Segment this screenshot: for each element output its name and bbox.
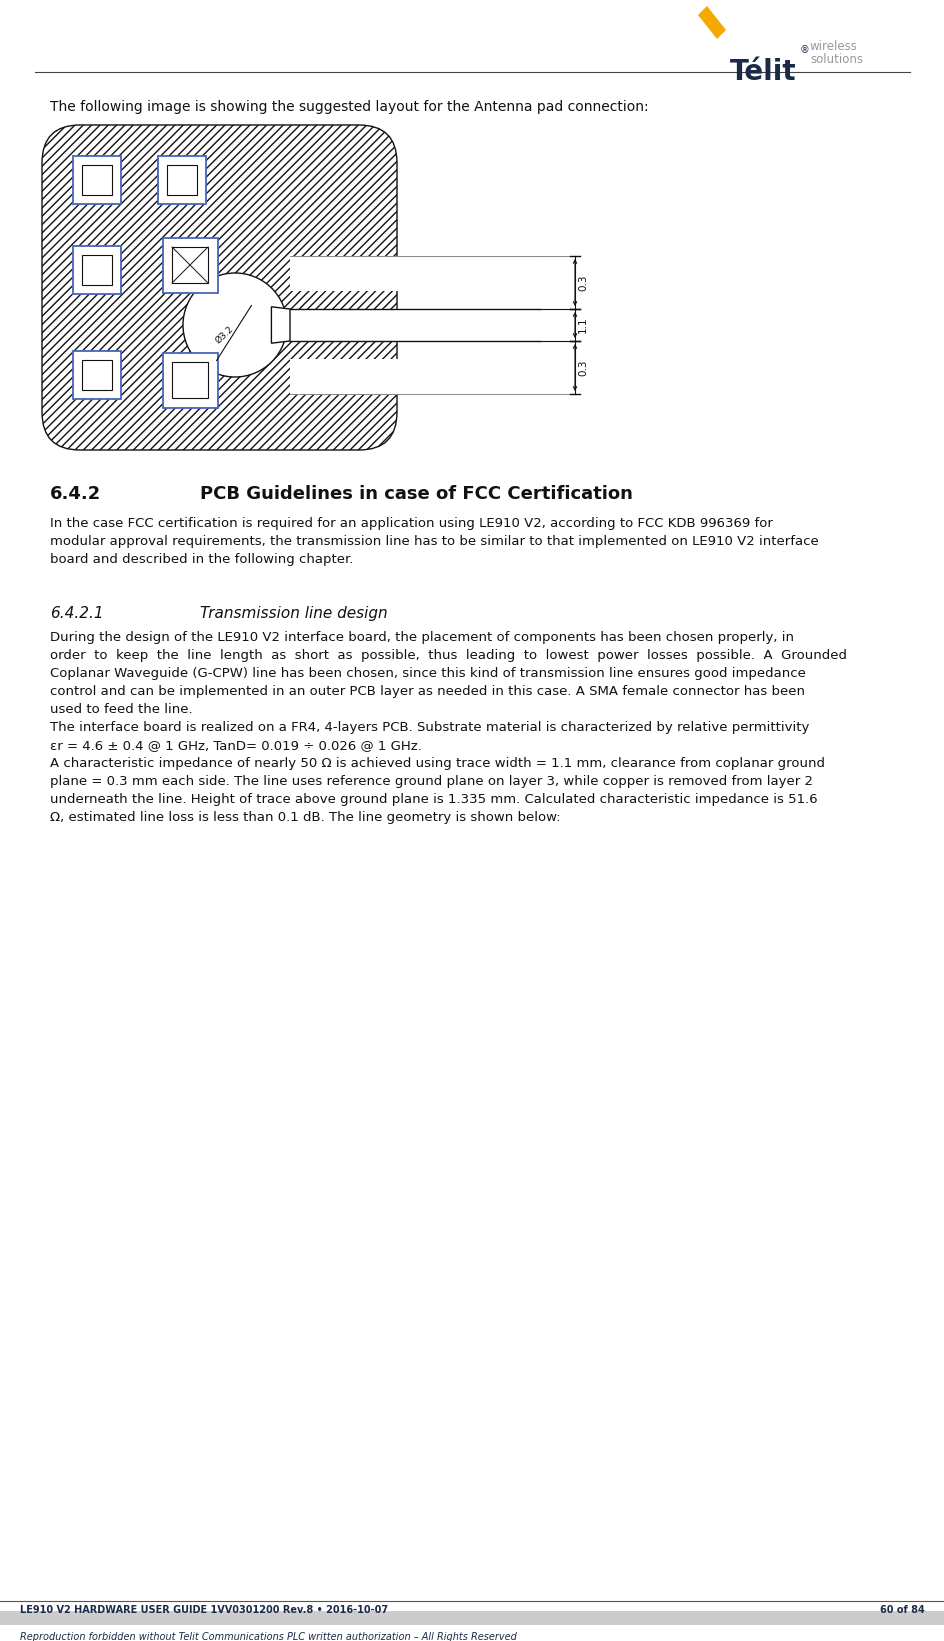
Bar	[158, 156, 206, 203]
Polygon shape	[698, 7, 725, 39]
Bar	[73, 351, 121, 399]
Bar	[82, 359, 112, 391]
Bar	[162, 353, 217, 407]
Text: The interface board is realized on a FR4, 4-layers PCB. Substrate material is ch: The interface board is realized on a FR4…	[50, 720, 808, 734]
Bar	[73, 156, 121, 203]
Text: wireless: wireless	[809, 39, 857, 53]
Text: During the design of the LE910 V2 interface board, the placement of components h: During the design of the LE910 V2 interf…	[50, 632, 793, 643]
Bar	[0, 1611, 944, 1625]
Text: 6.4.2: 6.4.2	[50, 486, 101, 504]
Text: The following image is showing the suggested layout for the Antenna pad connecti: The following image is showing the sugge…	[50, 100, 648, 113]
Text: PCB Guidelines in case of FCC Certification: PCB Guidelines in case of FCC Certificat…	[200, 486, 632, 504]
Text: 60 of 84: 60 of 84	[879, 1605, 924, 1615]
Text: Ø3.2: Ø3.2	[214, 325, 236, 346]
Bar	[82, 254, 112, 286]
Text: 0.3: 0.3	[578, 359, 587, 376]
Text: board and described in the following chapter.: board and described in the following cha…	[50, 553, 353, 566]
Text: 0.3: 0.3	[578, 274, 587, 290]
Bar	[73, 246, 121, 294]
Bar	[172, 363, 208, 399]
Text: control and can be implemented in an outer PCB layer as needed in this case. A S: control and can be implemented in an out…	[50, 684, 804, 697]
Text: LE910 V2 HARDWARE USER GUIDE 1VV0301200 Rev.8 • 2016-10-07: LE910 V2 HARDWARE USER GUIDE 1VV0301200 …	[20, 1605, 388, 1615]
Bar	[167, 166, 196, 195]
Text: Coplanar Waveguide (G-CPW) line has been chosen, since this kind of transmission: Coplanar Waveguide (G-CPW) line has been…	[50, 666, 805, 679]
Text: In the case FCC certification is required for an application using LE910 V2, acc: In the case FCC certification is require…	[50, 517, 772, 530]
Text: Ω, estimated line loss is less than 0.1 dB. The line geometry is shown below:: Ω, estimated line loss is less than 0.1 …	[50, 811, 560, 824]
Text: ®: ®	[800, 44, 809, 56]
Text: A characteristic impedance of nearly 50 Ω is achieved using trace width = 1.1 mm: A characteristic impedance of nearly 50 …	[50, 757, 824, 770]
Text: used to feed the line.: used to feed the line.	[50, 702, 193, 715]
Ellipse shape	[183, 272, 287, 377]
Text: modular approval requirements, the transmission line has to be similar to that i: modular approval requirements, the trans…	[50, 535, 818, 548]
Text: 1.1: 1.1	[578, 317, 587, 333]
Text: Reproduction forbidden without Telit Communications PLC written authorization – : Reproduction forbidden without Telit Com…	[20, 1633, 516, 1641]
Text: order  to  keep  the  line  length  as  short  as  possible,  thus  leading  to : order to keep the line length as short a…	[50, 648, 846, 661]
Polygon shape	[271, 307, 290, 343]
Text: 6.4.2.1: 6.4.2.1	[50, 606, 104, 620]
Text: solutions: solutions	[809, 53, 862, 66]
Text: εr = 4.6 ± 0.4 @ 1 GHz, TanD= 0.019 ÷ 0.026 @ 1 GHz.: εr = 4.6 ± 0.4 @ 1 GHz, TanD= 0.019 ÷ 0.…	[50, 738, 421, 752]
Bar	[82, 166, 112, 195]
Bar	[162, 238, 217, 292]
Text: Transmission line design: Transmission line design	[200, 606, 387, 620]
Text: plane = 0.3 mm each side. The line uses reference ground plane on layer 3, while: plane = 0.3 mm each side. The line uses …	[50, 775, 812, 788]
Text: Télit: Télit	[729, 57, 796, 85]
Text: underneath the line. Height of trace above ground plane is 1.335 mm. Calculated : underneath the line. Height of trace abo…	[50, 793, 817, 806]
FancyBboxPatch shape	[42, 125, 396, 450]
Bar	[172, 248, 208, 282]
